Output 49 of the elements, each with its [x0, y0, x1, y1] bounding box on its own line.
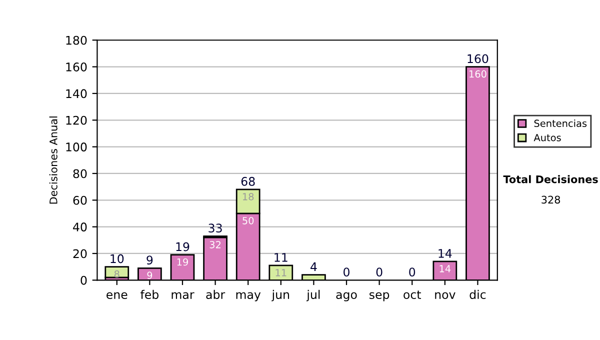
x-tick-label: oct	[404, 290, 421, 300]
total-label: 11	[274, 253, 288, 262]
data-label: 160	[470, 70, 486, 78]
total-label: 68	[241, 176, 255, 186]
y-tick-label: 140	[66, 89, 87, 98]
total-label: 14	[438, 249, 452, 258]
y-tick-label: 160	[66, 62, 87, 72]
text: Total Decisiones	[503, 175, 598, 184]
legend-label: Sentencias	[534, 119, 587, 128]
x-tick-label: ene	[106, 292, 128, 300]
total-label: 10	[110, 254, 124, 264]
data-label: 14	[440, 265, 451, 272]
y-tick-label: 80	[73, 169, 87, 178]
y-tick-label: 20	[73, 249, 87, 258]
total-label: 0	[409, 268, 416, 277]
x-tick-label: ago	[336, 292, 357, 302]
bar	[104, 266, 130, 278]
text: 328	[542, 196, 560, 204]
data-label: 9	[147, 272, 152, 280]
data-label: 50	[242, 216, 254, 224]
total-label: 0	[344, 268, 350, 277]
data-label: 18	[242, 192, 254, 200]
data-label: 11	[276, 269, 286, 276]
x-tick-label: dic	[470, 290, 486, 300]
total-label: 4	[310, 262, 317, 272]
y-tick-label: 180	[66, 36, 87, 45]
y-tick-label: 40	[73, 222, 87, 232]
y-axis-title: Decisiones Anual	[49, 116, 58, 204]
data-label: 32	[210, 240, 221, 248]
x-tick-label: jul	[306, 290, 320, 302]
x-tick-label: nov	[435, 292, 456, 300]
total-label: 160	[468, 54, 488, 64]
x-tick-label: mar	[172, 292, 194, 300]
total-label: 0	[376, 268, 382, 277]
legend-label: Autos	[534, 134, 561, 142]
data-label: 8	[114, 270, 120, 278]
y-tick-label: 0	[80, 276, 87, 285]
y-tick-label: 100	[66, 142, 87, 152]
total-label: 19	[176, 242, 190, 252]
x-tick-label: may	[236, 292, 261, 302]
data-label: 19	[177, 258, 188, 266]
x-tick-label: jun	[272, 290, 290, 302]
x-tick-label: abr	[206, 290, 226, 300]
y-tick-label: 60	[73, 196, 87, 205]
total-label: 33	[208, 224, 222, 233]
y-tick-label: 120	[66, 116, 87, 125]
x-tick-label: feb	[140, 290, 158, 300]
total-label: 9	[146, 256, 153, 265]
x-tick-label: sep	[369, 292, 390, 302]
